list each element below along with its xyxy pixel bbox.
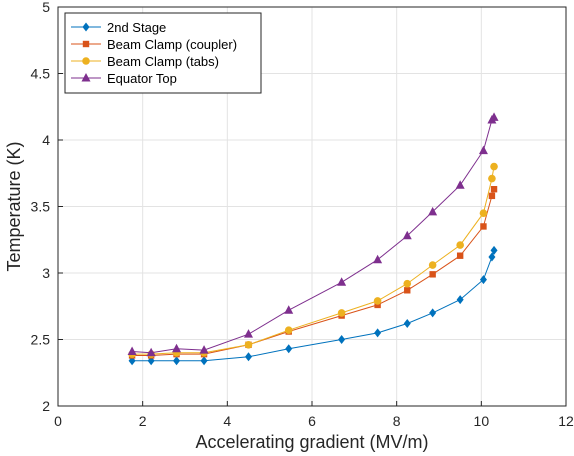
data-point	[285, 344, 293, 354]
y-tick-label: 2.5	[31, 332, 51, 348]
data-point	[337, 309, 346, 317]
data-point	[489, 112, 499, 121]
legend-entry: Beam Clamp (coupler)	[71, 37, 237, 52]
legend-entry: 2nd Stage	[71, 20, 166, 35]
legend-label: 2nd Stage	[107, 20, 166, 35]
legend-marker	[82, 22, 90, 32]
y-tick-label: 4.5	[31, 66, 51, 82]
data-point	[284, 326, 293, 334]
data-point	[199, 345, 209, 354]
y-tick-label: 2	[42, 398, 50, 414]
data-point	[455, 180, 465, 189]
series-line	[132, 189, 495, 356]
legend-label: Equator Top	[107, 71, 177, 86]
y-tick-label: 4	[42, 132, 50, 148]
data-point	[488, 174, 496, 183]
x-tick-label: 8	[393, 413, 401, 429]
data-point	[428, 206, 438, 216]
x-axis-title: Accelerating gradient (MV/m)	[195, 432, 428, 452]
data-point	[284, 305, 294, 314]
data-point	[490, 162, 498, 171]
data-point	[490, 245, 498, 255]
data-point	[403, 319, 411, 329]
data-point	[456, 252, 464, 259]
data-point	[428, 261, 437, 269]
legend-box	[64, 12, 262, 94]
y-axis-title: Temperature (K)	[4, 141, 24, 271]
legend-marker	[82, 57, 90, 65]
data-point	[374, 328, 382, 338]
series-line	[132, 166, 495, 355]
data-point	[429, 271, 436, 278]
data-point	[173, 356, 181, 366]
x-tick-label: 6	[308, 413, 316, 429]
data-point	[479, 275, 487, 285]
y-tick-label: 3	[42, 265, 50, 281]
data-point	[403, 279, 412, 288]
series-line	[132, 117, 495, 354]
data-point	[488, 252, 496, 262]
data-point	[373, 254, 383, 264]
data-point	[373, 297, 382, 305]
x-tick-label: 4	[223, 413, 231, 429]
legend: 2nd Stage Beam Clamp (coupler) Beam Clamp …	[64, 12, 262, 94]
x-tick-label: 2	[139, 413, 147, 429]
x-tick-label: 0	[54, 413, 62, 429]
data-point	[402, 230, 412, 240]
legend-marker	[81, 73, 91, 82]
y-tick-label: 3.5	[31, 199, 51, 215]
data-point	[478, 145, 488, 155]
data-point	[456, 295, 464, 305]
legend-entry: Beam Clamp (tabs)	[71, 54, 219, 69]
data-point	[245, 352, 252, 362]
data-point	[480, 223, 487, 230]
data-point	[488, 192, 496, 200]
data-point	[200, 356, 208, 366]
data-series	[127, 112, 499, 366]
data-point	[337, 277, 347, 286]
data-point	[456, 241, 464, 249]
x-tick-label: 10	[474, 413, 490, 429]
legend-label: Beam Clamp (coupler)	[107, 37, 237, 52]
data-point	[146, 347, 156, 357]
data-point	[429, 308, 437, 318]
data-point	[127, 346, 137, 355]
data-point	[244, 341, 253, 349]
legend-entry: Equator Top	[71, 71, 177, 86]
data-point	[404, 287, 411, 294]
data-point	[338, 335, 346, 344]
data-point	[374, 301, 381, 309]
legend-marker	[82, 40, 90, 48]
series-line	[132, 250, 495, 362]
data-point	[172, 343, 182, 353]
data-point	[479, 209, 488, 217]
x-tick-label: 12	[558, 413, 574, 429]
data-point	[244, 329, 253, 338]
y-tick-label: 5	[42, 0, 50, 15]
legend-label: Beam Clamp (tabs)	[107, 54, 219, 69]
series-equator-top	[127, 112, 499, 357]
data-point	[490, 186, 498, 193]
